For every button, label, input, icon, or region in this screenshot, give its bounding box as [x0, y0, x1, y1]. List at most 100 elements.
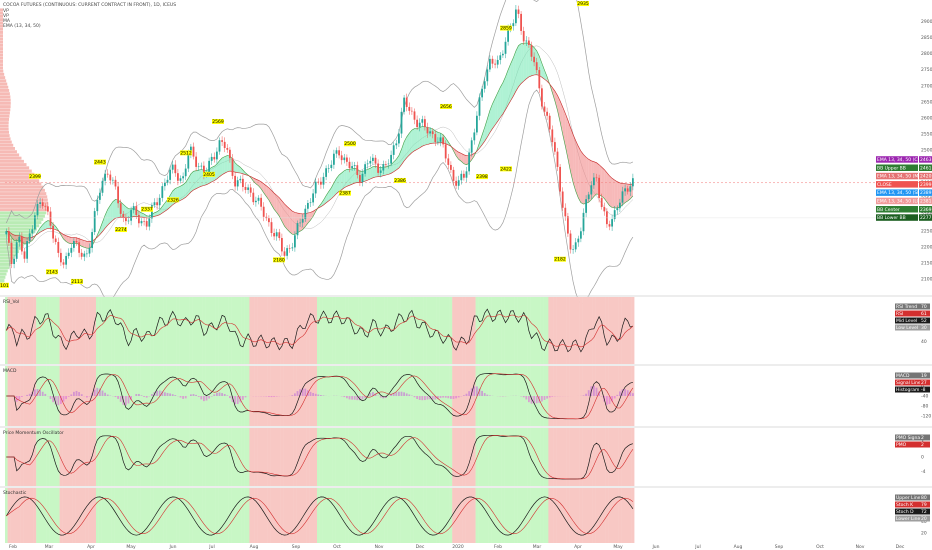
macd-histogram-bar — [473, 386, 476, 396]
pane-zone-band — [285, 488, 289, 544]
ema-cloud-segment — [268, 187, 272, 205]
price-annotation-2443: 2443 — [94, 159, 106, 166]
pane-zone-band — [200, 428, 203, 486]
macd-histogram-bar — [138, 393, 140, 396]
pane-zone-band — [504, 428, 507, 486]
pane-main-line — [6, 373, 634, 420]
pane-zone-band — [119, 488, 123, 544]
macd-histogram-bar — [356, 396, 359, 401]
candle-body — [512, 23, 515, 27]
pane-zone-band — [522, 428, 526, 486]
pane-zone-band — [452, 297, 455, 364]
annotation-box — [0, 282, 9, 288]
pane-zone-band — [210, 297, 214, 364]
pane-zone-band — [579, 488, 583, 544]
volume-profile-bar — [0, 224, 40, 228]
pane-zone-band — [96, 297, 99, 364]
ema-cloud-segment — [544, 70, 548, 82]
candle-body — [34, 215, 36, 230]
candle-body — [452, 169, 455, 181]
ema-cloud-segment — [388, 164, 392, 175]
pane-zone-band — [506, 297, 510, 364]
pane-zone-band — [51, 297, 55, 364]
pane-zone-band — [519, 297, 523, 364]
pane-zone-band — [348, 428, 351, 486]
volume-profile-bar — [0, 143, 14, 147]
candle-body — [114, 179, 117, 187]
candle-body — [54, 238, 57, 242]
price-annotation-2405: 2405 — [203, 171, 215, 178]
macd-histogram-bar — [41, 391, 44, 396]
pane-tag-value: 61 — [921, 311, 927, 317]
annotation-box — [500, 166, 512, 172]
volume-profile-bar — [0, 259, 13, 263]
pane-zone-band — [428, 428, 432, 486]
pane-zone-band — [597, 297, 601, 364]
macd-histogram-bar — [135, 393, 138, 396]
price-tick-label: 2700 — [921, 83, 932, 89]
volume-profile-bar — [0, 134, 10, 138]
pane-zone-band — [46, 428, 50, 486]
macd-histogram-bar — [374, 393, 377, 396]
pane-zone-band — [400, 297, 403, 364]
pane-zone-band — [410, 488, 414, 544]
time-tick-label: Nov — [856, 544, 865, 550]
pane-zone-band — [44, 488, 47, 544]
pane-zone-band — [405, 428, 409, 486]
ema-cloud-segment — [159, 206, 163, 215]
macd-histogram-bar — [522, 396, 525, 398]
pane-zone-band — [119, 428, 123, 486]
pane-zone-band — [226, 297, 229, 364]
candle-body — [78, 242, 80, 253]
candle-body — [554, 142, 556, 152]
right-tag-value: 2461 — [920, 165, 932, 171]
pane-zone-band — [389, 488, 393, 544]
time-tick-label: Feb — [494, 544, 502, 550]
pane-zone-band — [101, 488, 104, 544]
pane-zone-band — [387, 488, 390, 544]
pane-tag-box — [895, 324, 920, 331]
pane-tag-value: 27 — [921, 380, 927, 386]
macd-histogram-bar — [49, 396, 52, 399]
pane-zone-band — [179, 428, 182, 486]
volume-profile-bar — [0, 95, 11, 99]
volume-profile-bar — [0, 79, 7, 83]
candle-body — [67, 252, 70, 257]
annotation-box — [71, 278, 83, 284]
candle-body — [231, 158, 234, 176]
pane-zone-band — [431, 488, 435, 544]
price-annotation-2337: 2337 — [141, 206, 153, 213]
ema-cloud-segment — [580, 151, 584, 205]
pane-zone-band — [444, 488, 448, 544]
macd-histogram-bar — [231, 396, 234, 402]
macd-histogram-bar — [343, 396, 346, 398]
volume-profile-bar — [0, 76, 6, 80]
candle-body — [161, 186, 164, 198]
volume-profile-bar — [0, 195, 48, 199]
pane-zone-band — [319, 297, 323, 364]
candle-body — [190, 146, 192, 154]
pane-main-line — [6, 496, 634, 536]
pane-zone-band — [176, 428, 180, 486]
candle-body — [93, 211, 96, 233]
volume-profile-bar — [0, 124, 9, 128]
candle-body — [611, 219, 613, 227]
pane-zone-band — [54, 488, 58, 544]
macd-histogram-bar — [213, 394, 216, 396]
ema-cloud-segment — [125, 206, 129, 218]
ema-cloud-segment — [346, 169, 350, 187]
candle-body — [608, 224, 611, 227]
pane-zone-band — [150, 297, 154, 364]
ema-cloud-segment — [604, 169, 607, 203]
pane-zone-band — [226, 428, 229, 486]
time-tick-label: Mar — [45, 544, 54, 550]
pane-tag-value-box — [920, 501, 930, 508]
macd-histogram-bar — [229, 396, 231, 399]
pane-zone-band — [483, 428, 487, 486]
candle-body — [151, 205, 153, 219]
macd-histogram-bar — [130, 396, 132, 400]
pane-zone-band — [582, 488, 585, 544]
candle-body — [603, 207, 606, 212]
pane-zone-band — [254, 428, 258, 486]
